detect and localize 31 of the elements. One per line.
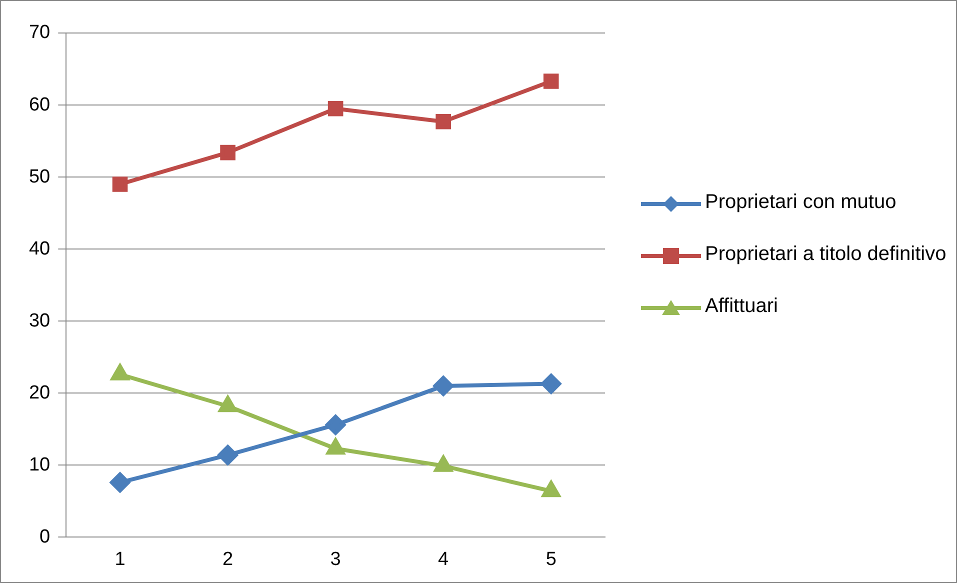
x-tick-label: 5 <box>546 548 556 570</box>
y-tick-label: 70 <box>28 22 50 44</box>
point <box>328 100 344 116</box>
point <box>434 456 452 472</box>
point <box>111 364 129 380</box>
y-tick-label: 50 <box>28 166 50 188</box>
y-tick-label: 10 <box>28 454 50 476</box>
legend-label: Proprietari a titolo definitivo <box>705 242 946 267</box>
y-tick-label: 30 <box>28 310 50 332</box>
y-tick-label: 0 <box>40 526 50 548</box>
y-tick-label: 60 <box>28 94 50 116</box>
point <box>541 374 562 394</box>
x-tick-label: 3 <box>330 548 341 570</box>
point <box>326 438 344 455</box>
x-tick-label: 1 <box>114 548 126 570</box>
legend-label: Proprietari con mutuo <box>705 190 896 215</box>
x-tick-label: 2 <box>222 548 234 570</box>
point <box>436 114 451 130</box>
point <box>110 472 130 492</box>
point <box>112 176 128 192</box>
point <box>433 376 454 396</box>
point <box>326 414 346 435</box>
x-tick-label: 4 <box>438 548 450 570</box>
y-tick-label: 40 <box>28 238 50 260</box>
point <box>542 481 560 498</box>
point <box>218 445 238 466</box>
point <box>220 144 236 160</box>
point <box>218 396 237 412</box>
legend-label: Affittuari <box>705 294 778 319</box>
y-tick-label: 20 <box>28 382 50 404</box>
point <box>543 74 559 89</box>
